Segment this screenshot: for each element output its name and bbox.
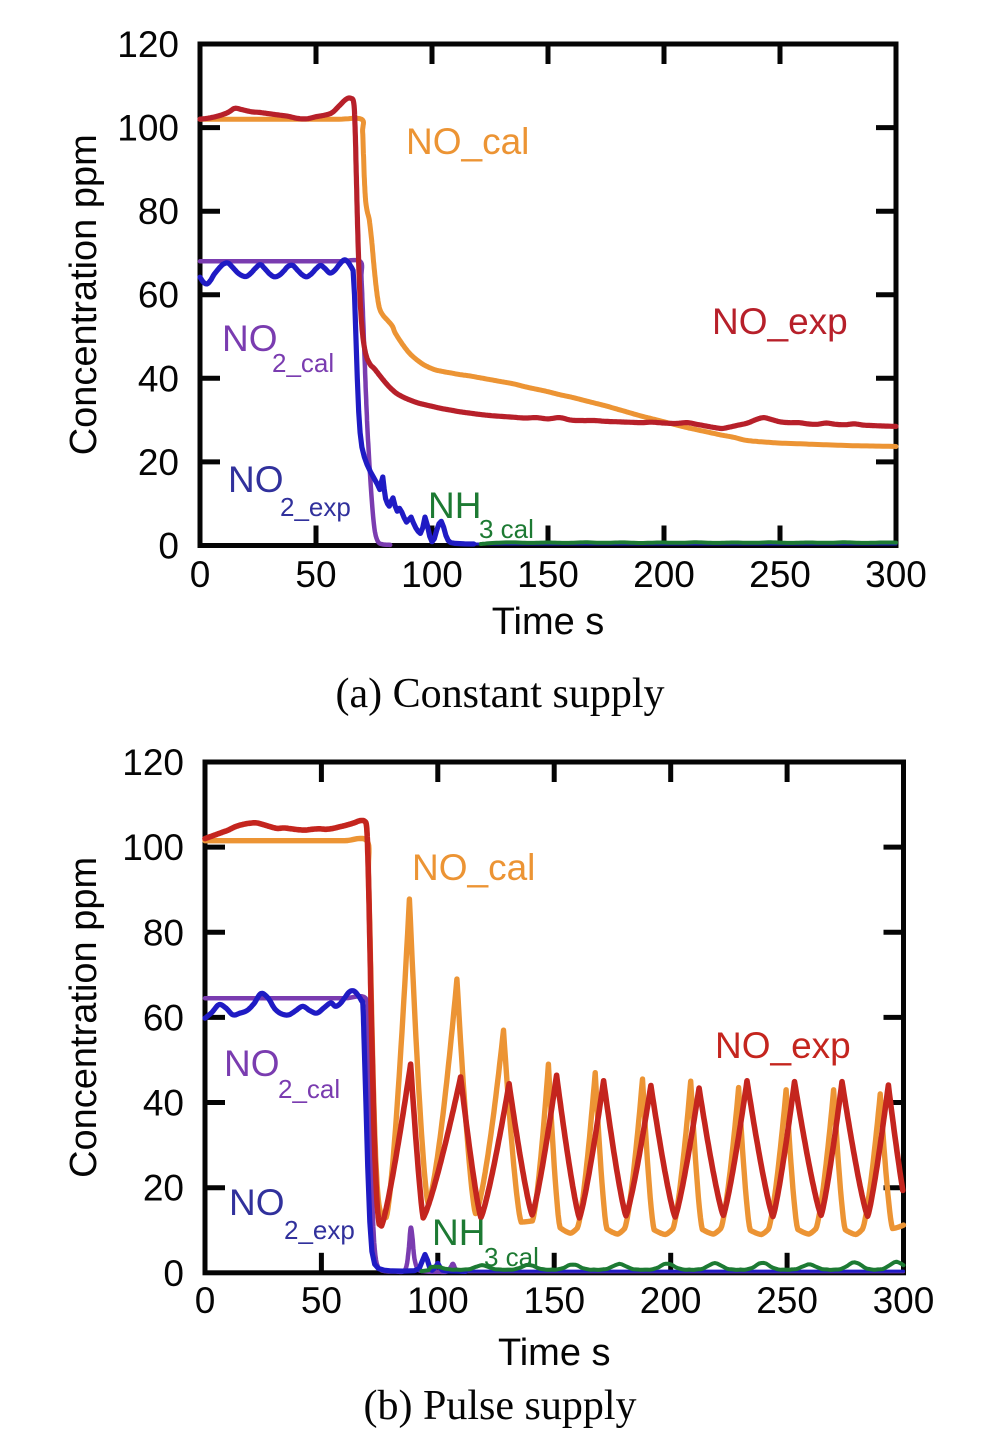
svg-text:(a) Constant supply: (a) Constant supply: [336, 671, 665, 717]
svg-text:100: 100: [117, 108, 179, 149]
svg-text:NO: NO: [228, 459, 284, 500]
svg-text:NH: NH: [428, 485, 481, 526]
svg-text:0: 0: [190, 554, 211, 595]
svg-text:NO_exp: NO_exp: [712, 301, 848, 342]
svg-text:2_exp: 2_exp: [280, 492, 351, 522]
svg-text:250: 250: [749, 554, 811, 595]
svg-text:Concentration ppm: Concentration ppm: [63, 857, 105, 1178]
svg-text:3 cal: 3 cal: [484, 1242, 539, 1272]
svg-text:200: 200: [633, 554, 695, 595]
svg-text:150: 150: [517, 554, 579, 595]
svg-text:2_cal: 2_cal: [272, 348, 334, 378]
svg-text:0: 0: [158, 526, 179, 567]
svg-text:300: 300: [865, 554, 927, 595]
svg-text:80: 80: [143, 912, 184, 953]
svg-text:200: 200: [640, 1280, 702, 1321]
svg-text:300: 300: [873, 1280, 935, 1321]
svg-text:100: 100: [407, 1280, 469, 1321]
svg-text:NH: NH: [432, 1212, 485, 1253]
svg-text:0: 0: [163, 1253, 184, 1294]
svg-text:120: 120: [117, 24, 179, 65]
svg-text:0: 0: [195, 1280, 216, 1321]
svg-text:NO: NO: [222, 318, 278, 359]
svg-text:NO_cal: NO_cal: [412, 847, 535, 888]
svg-text:60: 60: [138, 275, 179, 316]
svg-text:50: 50: [295, 554, 336, 595]
svg-text:Time s: Time s: [492, 601, 605, 643]
svg-text:Concentration ppm: Concentration ppm: [63, 134, 105, 455]
svg-text:250: 250: [756, 1280, 818, 1321]
svg-text:NO: NO: [229, 1182, 285, 1223]
svg-text:Time s: Time s: [498, 1332, 611, 1374]
svg-text:100: 100: [122, 827, 184, 868]
svg-text:2_cal: 2_cal: [278, 1074, 340, 1104]
svg-text:40: 40: [143, 1083, 184, 1124]
svg-text:120: 120: [122, 742, 184, 783]
svg-text:(b) Pulse supply: (b) Pulse supply: [364, 1383, 637, 1429]
svg-text:100: 100: [401, 554, 463, 595]
svg-text:NO: NO: [224, 1043, 280, 1084]
svg-text:2_exp: 2_exp: [284, 1215, 355, 1245]
svg-text:50: 50: [301, 1280, 342, 1321]
svg-text:20: 20: [138, 442, 179, 483]
svg-text:20: 20: [143, 1168, 184, 1209]
svg-text:3 cal: 3 cal: [479, 514, 534, 544]
svg-text:80: 80: [138, 191, 179, 232]
svg-text:NO_cal: NO_cal: [406, 121, 529, 162]
svg-text:150: 150: [523, 1280, 585, 1321]
svg-text:NO_exp: NO_exp: [715, 1025, 851, 1066]
svg-text:40: 40: [138, 358, 179, 399]
svg-text:60: 60: [143, 997, 184, 1038]
